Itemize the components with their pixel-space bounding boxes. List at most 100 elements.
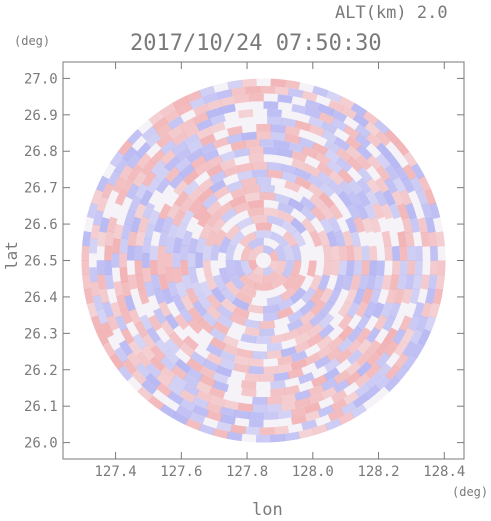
doppler-cell xyxy=(307,392,325,405)
doppler-cell xyxy=(294,120,312,132)
doppler-cell xyxy=(219,350,236,363)
doppler-cell xyxy=(216,304,234,320)
doppler-cell xyxy=(366,274,377,291)
doppler-cell xyxy=(220,207,238,223)
doppler-cell xyxy=(352,113,370,128)
doppler-cell xyxy=(300,287,317,304)
doppler-cell xyxy=(270,273,289,290)
doppler-cell xyxy=(352,393,369,408)
doppler-cell xyxy=(180,209,195,227)
doppler-cell xyxy=(202,148,220,162)
doppler-cell xyxy=(399,245,408,261)
doppler-cell xyxy=(298,372,315,385)
doppler-cell xyxy=(124,295,136,312)
doppler-cell xyxy=(356,314,371,331)
doppler-cell xyxy=(127,340,143,357)
doppler-cell xyxy=(185,418,202,431)
doppler-cell xyxy=(122,358,138,375)
doppler-cell xyxy=(153,287,166,305)
doppler-cell xyxy=(150,345,166,362)
doppler-cell xyxy=(230,424,247,435)
doppler-cell xyxy=(212,274,227,292)
doppler-cell xyxy=(188,197,204,214)
doppler-cell xyxy=(259,85,275,94)
doppler-cell xyxy=(290,217,307,234)
doppler-cell xyxy=(130,216,142,233)
doppler-cell xyxy=(309,274,323,292)
doppler-cell xyxy=(149,355,166,372)
doppler-cell xyxy=(267,116,283,126)
doppler-cell xyxy=(391,260,401,276)
doppler-cell xyxy=(196,389,213,403)
doppler-cell xyxy=(263,411,279,420)
doppler-cell xyxy=(252,245,264,256)
doppler-cell xyxy=(83,288,94,305)
doppler-cell xyxy=(294,340,311,354)
doppler-cell xyxy=(223,399,240,411)
doppler-cell xyxy=(326,230,338,247)
doppler-cell xyxy=(187,318,203,335)
doppler-cell xyxy=(227,79,243,90)
doppler-cell xyxy=(350,230,361,247)
doppler-cell xyxy=(330,389,348,404)
doppler-cell xyxy=(219,103,236,115)
doppler-cell xyxy=(290,244,302,261)
doppler-cell xyxy=(384,164,400,181)
doppler-cell xyxy=(252,161,268,170)
doppler-cell xyxy=(142,202,156,219)
doppler-cell xyxy=(369,288,382,305)
doppler-cell xyxy=(99,287,110,304)
doppler-cell xyxy=(345,260,355,277)
doppler-cell xyxy=(190,351,207,366)
doppler-cell xyxy=(195,380,212,394)
doppler-cell xyxy=(328,170,345,186)
doppler-cell xyxy=(114,315,128,332)
doppler-cell xyxy=(263,146,279,156)
doppler-cell xyxy=(401,177,415,194)
doppler-cell xyxy=(340,105,358,120)
doppler-cell xyxy=(266,342,283,352)
doppler-cell xyxy=(290,260,302,278)
doppler-cell xyxy=(198,365,216,379)
x-unit-label: (deg) xyxy=(452,485,488,499)
doppler-cell xyxy=(230,86,247,97)
doppler-cell xyxy=(274,244,287,261)
doppler-cell xyxy=(206,210,222,228)
doppler-cell xyxy=(174,190,190,208)
doppler-cell xyxy=(121,281,132,298)
doppler-cell xyxy=(89,267,98,283)
doppler-cell xyxy=(248,154,264,163)
doppler-cell xyxy=(399,189,413,206)
doppler-cell xyxy=(172,95,189,110)
doppler-cell xyxy=(326,346,343,362)
doppler-cell xyxy=(356,154,372,171)
doppler-cell xyxy=(209,336,227,351)
doppler-cell xyxy=(255,434,271,443)
doppler-cell xyxy=(307,323,324,339)
doppler-cell xyxy=(354,123,371,139)
doppler-cell xyxy=(197,177,215,193)
doppler-cell xyxy=(179,389,196,404)
doppler-cell xyxy=(112,176,126,194)
doppler-cell xyxy=(388,302,401,319)
doppler-cell xyxy=(142,267,152,283)
doppler-cell xyxy=(121,223,132,240)
doppler-cell xyxy=(256,123,272,132)
doppler-cell xyxy=(92,294,104,311)
doppler-cell xyxy=(393,365,410,382)
doppler-cell xyxy=(174,313,189,331)
doppler-cell xyxy=(335,348,352,365)
doppler-cell xyxy=(251,214,268,224)
doppler-cell xyxy=(333,379,350,394)
doppler-cell xyxy=(180,260,189,276)
doppler-cell xyxy=(280,163,298,175)
doppler-cell xyxy=(159,404,177,419)
doppler-cell xyxy=(316,161,333,177)
doppler-cell xyxy=(246,303,264,314)
doppler-cell xyxy=(145,373,162,389)
doppler-cell xyxy=(291,274,306,292)
doppler-cell xyxy=(415,315,429,332)
doppler-cell xyxy=(229,312,247,326)
doppler-cell xyxy=(330,398,347,412)
doppler-cell xyxy=(407,315,421,332)
